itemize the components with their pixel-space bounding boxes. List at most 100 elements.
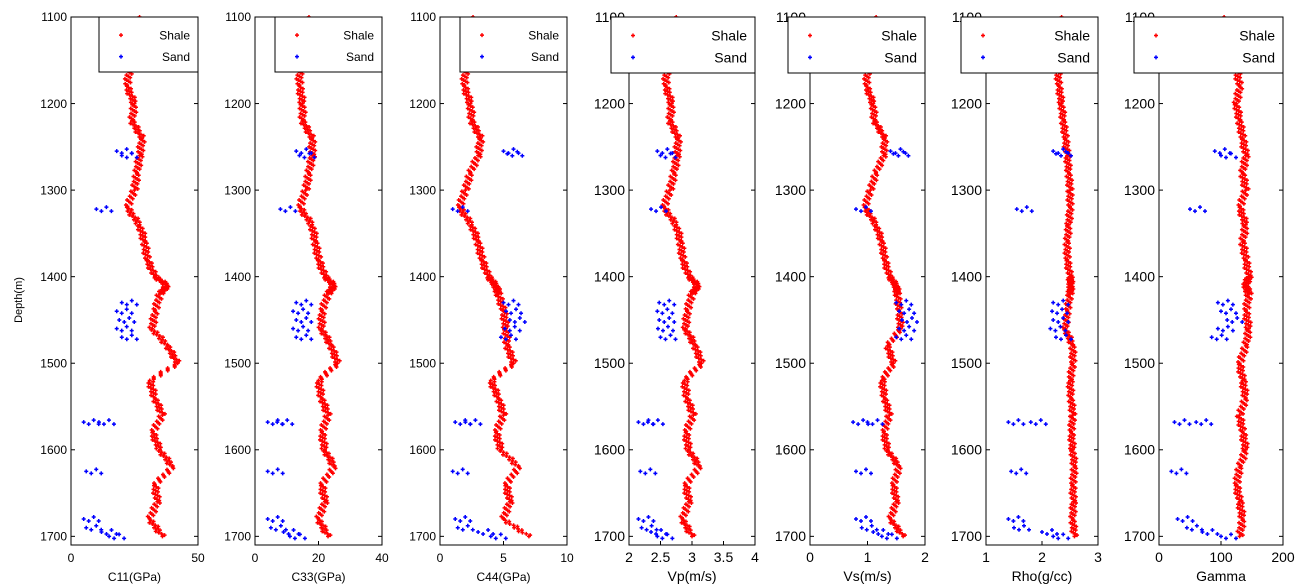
data-point <box>300 94 305 99</box>
data-point <box>1234 311 1238 316</box>
data-point <box>880 163 885 168</box>
data-point <box>1021 422 1026 427</box>
data-point <box>162 288 167 293</box>
data-point <box>666 214 671 219</box>
data-point <box>507 457 512 462</box>
data-point <box>672 127 677 132</box>
data-point <box>1017 527 1021 532</box>
data-point <box>887 450 892 455</box>
data-point <box>510 153 515 158</box>
data-point <box>300 118 305 123</box>
data-point <box>1071 499 1076 504</box>
data-point <box>902 328 907 333</box>
data-point <box>315 520 320 525</box>
data-point <box>298 89 303 94</box>
data-point <box>335 357 340 362</box>
data-point <box>508 348 513 353</box>
data-point <box>111 422 116 427</box>
data-point <box>685 383 690 388</box>
data-point <box>153 492 158 497</box>
data-point <box>885 139 890 144</box>
data-point <box>506 320 511 325</box>
data-point <box>478 248 483 253</box>
data-point <box>1245 231 1250 236</box>
data-point <box>140 226 145 231</box>
data-point <box>321 392 326 397</box>
data-point <box>305 193 310 198</box>
data-point <box>158 373 163 378</box>
data-point <box>162 341 167 346</box>
data-point <box>94 523 99 528</box>
data-point <box>465 215 470 220</box>
data-point <box>300 80 305 85</box>
y-tick-label: 1700 <box>1124 528 1155 544</box>
data-point <box>693 411 698 416</box>
data-point <box>687 330 692 335</box>
data-point <box>1234 107 1239 112</box>
data-point <box>1074 466 1079 471</box>
data-point <box>1243 188 1248 193</box>
data-point <box>496 392 501 397</box>
data-point <box>684 435 689 440</box>
data-point <box>499 421 504 426</box>
data-point <box>680 325 685 330</box>
data-point <box>1239 80 1244 85</box>
data-point <box>143 252 148 257</box>
data-point <box>146 381 151 386</box>
data-point <box>1072 441 1077 446</box>
data-point <box>509 494 514 499</box>
data-point <box>477 256 482 261</box>
data-point <box>886 445 891 450</box>
data-point <box>89 527 94 532</box>
data-point <box>1237 118 1242 123</box>
data-point <box>688 334 693 339</box>
data-point <box>317 437 322 442</box>
data-point <box>275 420 280 425</box>
data-point <box>1016 515 1021 520</box>
data-point <box>898 296 903 301</box>
data-point <box>299 151 304 156</box>
data-point <box>636 517 641 522</box>
data-point <box>270 422 275 427</box>
data-point <box>471 236 476 241</box>
data-point <box>912 328 917 333</box>
y-tick-label: 1700 <box>40 530 67 544</box>
data-point <box>1071 388 1076 393</box>
data-point <box>651 519 656 524</box>
data-point <box>1239 123 1244 128</box>
data-point <box>902 311 907 316</box>
data-point <box>304 147 309 152</box>
data-point <box>671 219 676 224</box>
data-point <box>657 317 662 322</box>
data-point <box>688 426 693 431</box>
data-point <box>467 107 472 112</box>
data-point <box>151 491 156 496</box>
data-point <box>682 378 687 383</box>
data-point <box>160 418 165 423</box>
data-point <box>506 355 511 360</box>
data-point <box>691 474 696 479</box>
data-point <box>512 525 517 530</box>
data-point <box>132 126 137 131</box>
data-point <box>154 320 159 325</box>
data-point <box>1019 209 1024 214</box>
x-tick-label: 2.5 <box>651 549 671 565</box>
data-point <box>1050 309 1055 314</box>
data-point <box>471 228 476 233</box>
data-point <box>867 214 872 219</box>
data-point <box>507 345 512 350</box>
data-point <box>864 527 869 532</box>
data-point <box>870 221 875 226</box>
data-point <box>685 329 690 334</box>
data-point <box>322 509 327 514</box>
data-point <box>1074 471 1079 476</box>
data-point <box>903 151 908 156</box>
data-point <box>314 231 319 236</box>
data-point <box>138 225 143 230</box>
data-point <box>864 467 868 472</box>
axes-frame <box>439 16 568 546</box>
data-point <box>132 319 137 324</box>
data-point <box>306 181 311 186</box>
data-point <box>1068 163 1073 168</box>
